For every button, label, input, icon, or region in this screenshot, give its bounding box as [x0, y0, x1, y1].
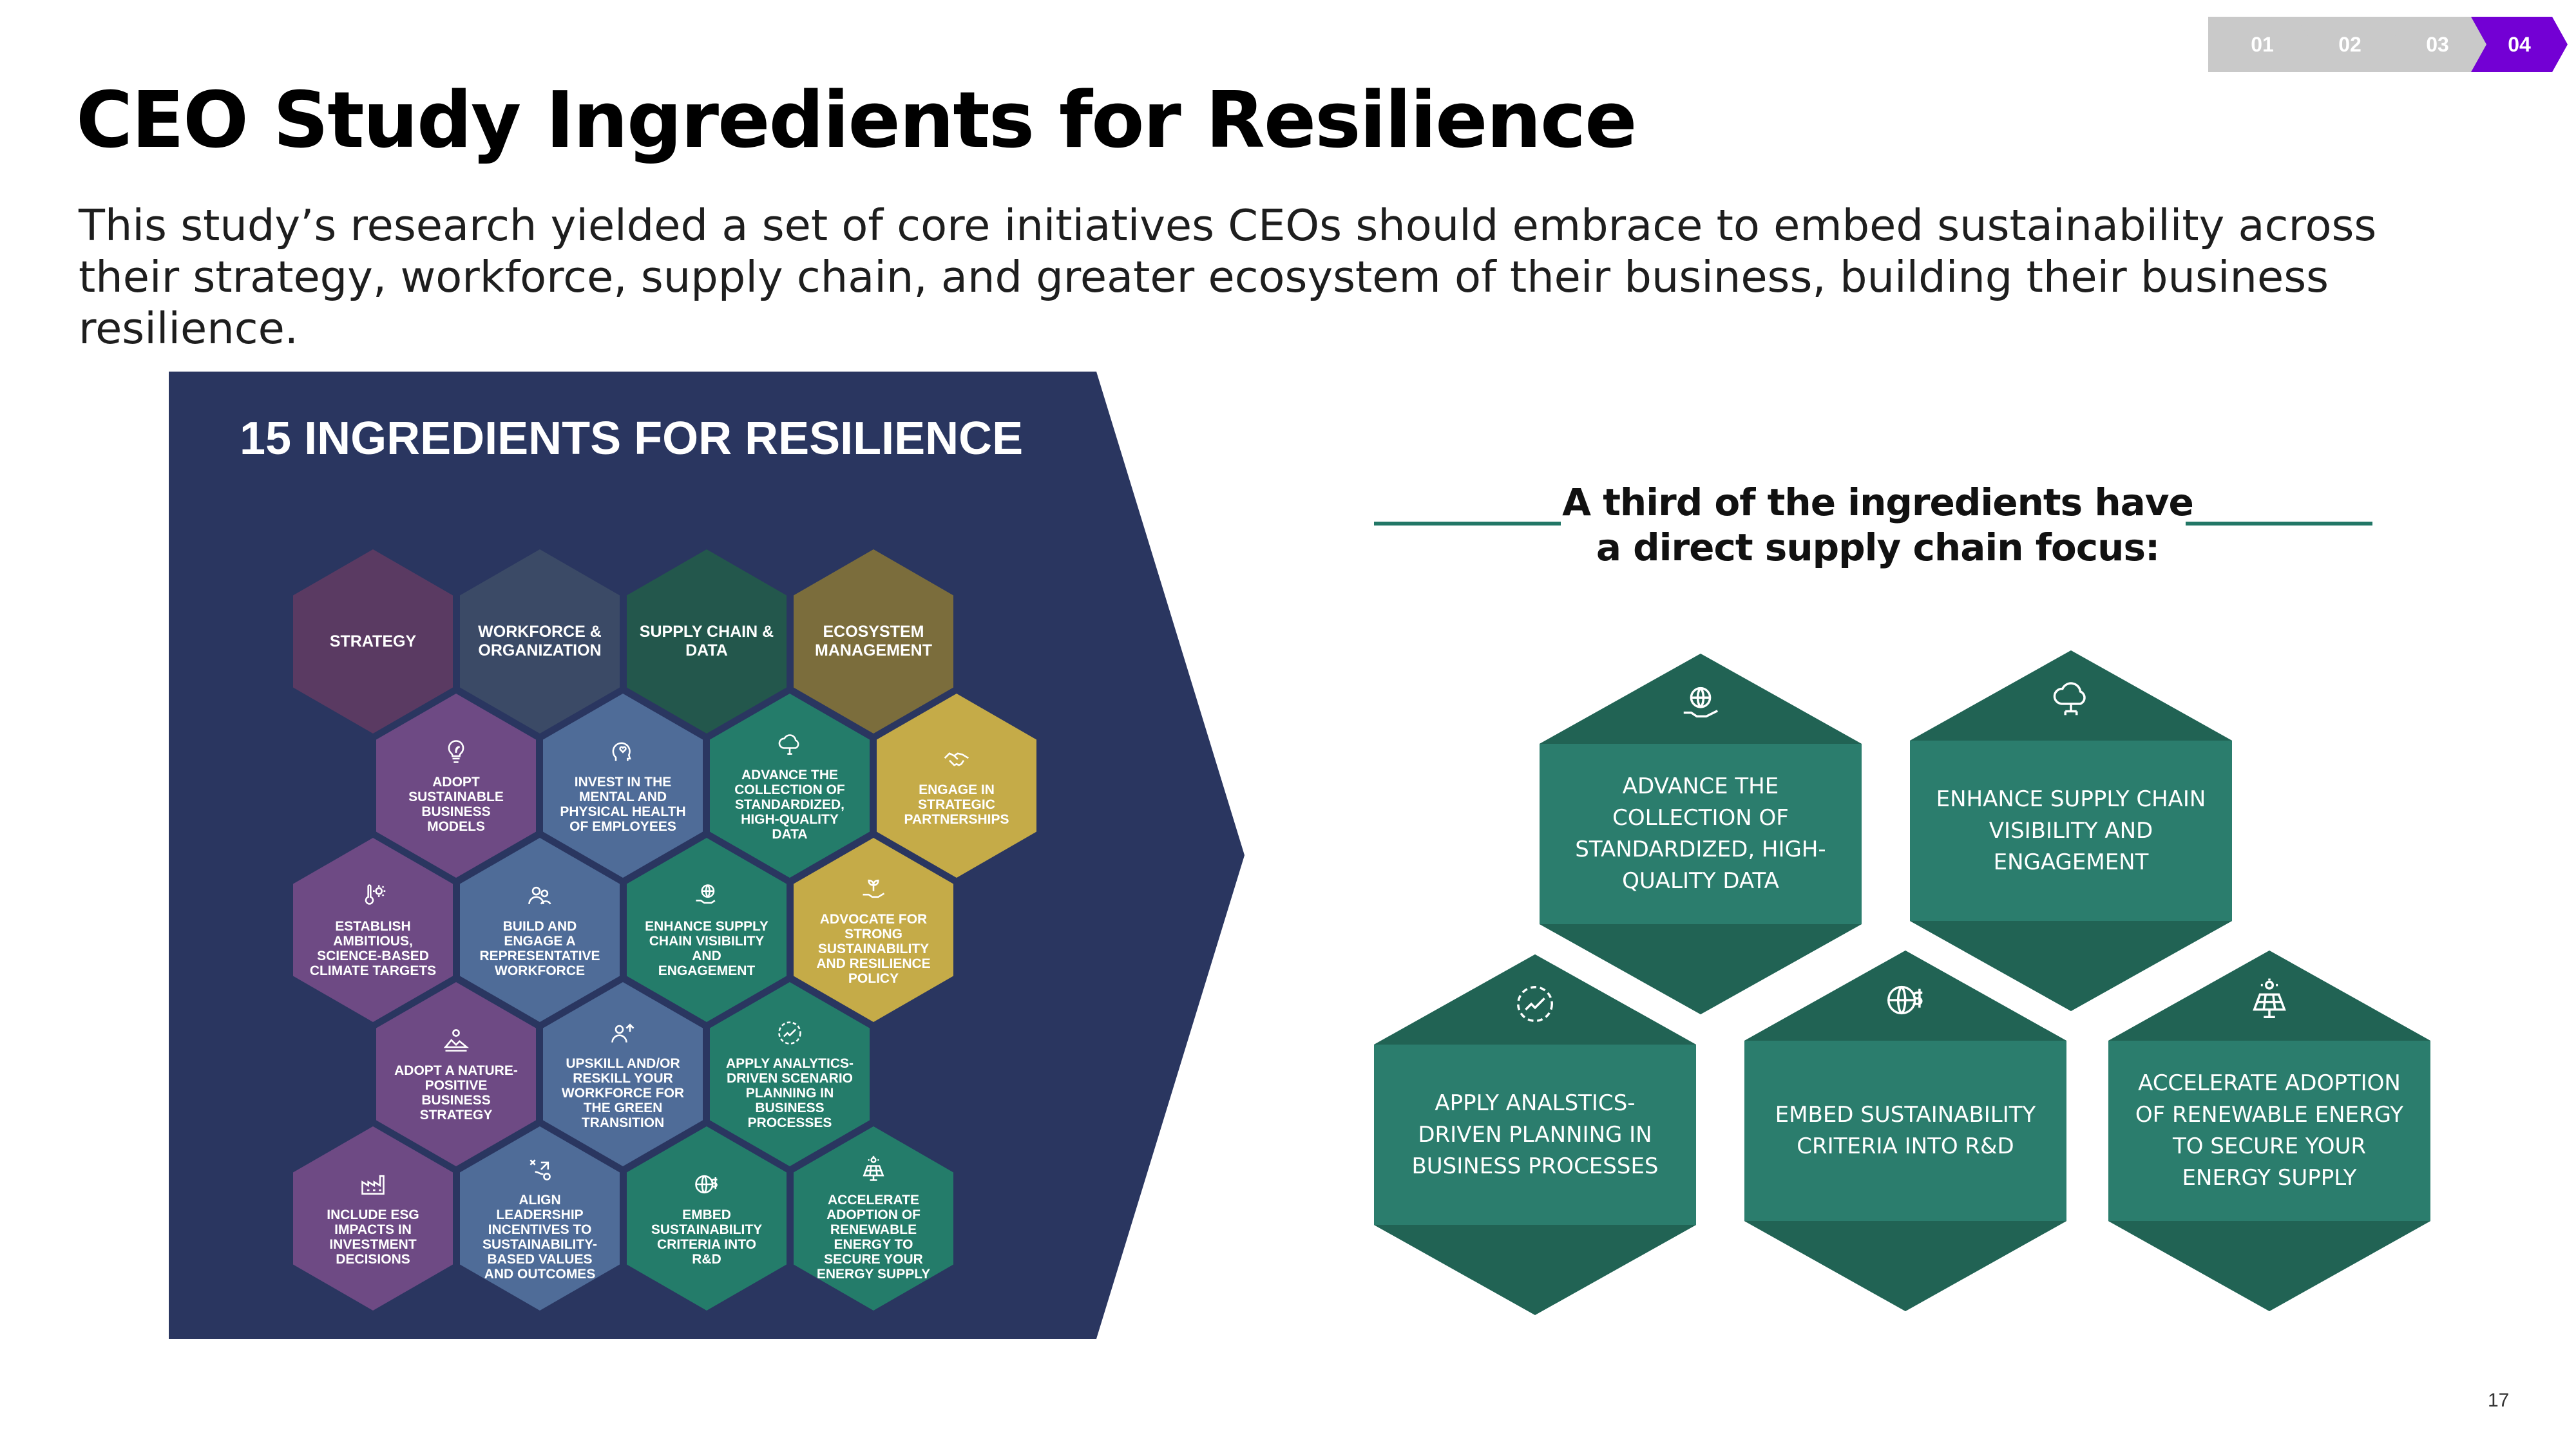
hex-label: WORKFORCE & ORGANIZATION [478, 623, 602, 659]
hex-label: ADOPT SUSTAINABLE BUSINESS MODELS [408, 775, 504, 834]
step-navigation: 01 02 03 04 [2208, 17, 2569, 72]
globe-dollar-icon [1883, 978, 1928, 1023]
hex-label: ALIGN LEADERSHIP INCENTIVES TO SUSTAINAB… [482, 1193, 598, 1282]
hex-label: BUILD AND ENGAGE A REPRESENTATIVE WORKFO… [479, 919, 600, 978]
cloud-data-icon [776, 730, 804, 759]
cloud-network-icon [2048, 677, 2094, 723]
focus-hex-label: ADVANCE THE COLLECTION OF STANDARDIZED, … [1575, 773, 1826, 894]
hex-label: INVEST IN THE MENTAL AND PHYSICAL HEALTH… [560, 775, 686, 834]
heart-head-icon [609, 737, 637, 766]
page-number: 17 [2488, 1390, 2510, 1411]
focus-title-line1: A third of the ingredients have [1562, 480, 2194, 524]
focus-hex-foot [1374, 1225, 1696, 1315]
thermometer-sun-icon [359, 882, 387, 910]
hex-label: ECOSYSTEM MANAGEMENT [815, 623, 932, 659]
focus-hex-foot [1744, 1221, 2066, 1311]
panel-title: 15 INGREDIENTS FOR RESILIENCE [240, 413, 1024, 464]
step-04[interactable]: 04 [2471, 17, 2568, 72]
focus-hex: EMBED SUSTAINABILITY CRITERIA INTO R&D [1744, 951, 2066, 1311]
hex-label: APPLY ANALYTICS-DRIVEN SCENARIO PLANNING… [726, 1056, 854, 1130]
hex-label: SUPPLY CHAIN & DATA [639, 623, 774, 659]
chart-gauge-icon [776, 1019, 804, 1047]
focus-hex-foot [2108, 1221, 2430, 1311]
hex-label: ENHANCE SUPPLY CHAIN VISIBILITY AND ENGA… [645, 919, 768, 978]
focus-hex-label: ENHANCE SUPPLY CHAIN VISIBILITY AND ENGA… [1936, 786, 2206, 875]
focus-hex-label: ACCELERATE ADOPTION OF RENEWABLE ENERGY … [2135, 1070, 2404, 1191]
hex-label: ENGAGE IN STRATEGIC PARTNERSHIPS [904, 782, 1009, 827]
worker-growth-icon [609, 1019, 637, 1047]
hex-label: ADVANCE THE COLLECTION OF STANDARDIZED, … [734, 767, 845, 842]
strategy-arrow-icon [526, 1155, 554, 1184]
focus-hex-label: APPLY ANALSTICS-DRIVEN PLANNING IN BUSIN… [1411, 1090, 1659, 1179]
chart-gauge-icon [1512, 981, 1558, 1027]
globe-hand-icon [692, 882, 721, 910]
lightbulb-leaf-icon [442, 737, 470, 766]
focus-hex-label: EMBED SUSTAINABILITY CRITERIA INTO R&D [1775, 1102, 2036, 1159]
hex-label: STRATEGY [329, 632, 417, 650]
hex-label: ACCELERATE ADOPTION OF RENEWABLE ENERGY … [816, 1193, 931, 1282]
focus-title-rule-left [1374, 522, 1561, 526]
page-title: CEO Study Ingredients for Resilience [76, 76, 1637, 166]
hex-label: INCLUDE ESG IMPACTS IN INVESTMENT DECISI… [327, 1208, 419, 1267]
step-03[interactable]: 03 [2383, 17, 2492, 72]
hex-label: UPSKILL AND/OR RESKILL YOUR WORKFORCE FO… [561, 1056, 685, 1130]
solar-panel-icon [2247, 978, 2292, 1023]
handshake-icon [942, 745, 971, 773]
focus-title-line2: a direct supply chain focus: [1596, 526, 2160, 569]
focus-hex: ADVANCE THE COLLECTION OF STANDARDIZED, … [1540, 654, 1862, 1014]
landscape-icon [442, 1026, 470, 1054]
plant-hand-icon [859, 875, 888, 903]
solar-panel-icon [859, 1155, 888, 1184]
focus-title-rule-right [2186, 522, 2372, 526]
hex-label: ESTABLISH AMBITIOUS, SCIENCE-BASED CLIMA… [309, 919, 437, 978]
data-hand-icon [1678, 681, 1723, 726]
hex-label: EMBED SUSTAINABILITY CRITERIA INTO R&D [651, 1208, 763, 1267]
focus-hex: APPLY ANALSTICS-DRIVEN PLANNING IN BUSIN… [1374, 954, 1696, 1315]
people-icon [526, 882, 554, 910]
focus-hex: ENHANCE SUPPLY CHAIN VISIBILITY AND ENGA… [1910, 650, 2232, 1011]
hex-label: ADOPT A NATURE-POSITIVE BUSINESS STRATEG… [394, 1063, 518, 1122]
focus-title: A third of the ingredients have a direct… [1559, 480, 2197, 570]
step-02[interactable]: 02 [2296, 17, 2404, 72]
step-01[interactable]: 01 [2208, 17, 2316, 72]
hex-header-workforce: WORKFORCE & ORGANIZATION [460, 549, 620, 734]
globe-dollar-icon [692, 1170, 721, 1198]
factory-icon [359, 1170, 387, 1198]
page-subtitle: This study’s research yielded a set of c… [79, 200, 2377, 354]
hex-label: ADVOCATE FOR STRONG SUSTAINABILITY AND R… [816, 911, 931, 986]
focus-hex: ACCELERATE ADOPTION OF RENEWABLE ENERGY … [2108, 951, 2430, 1311]
